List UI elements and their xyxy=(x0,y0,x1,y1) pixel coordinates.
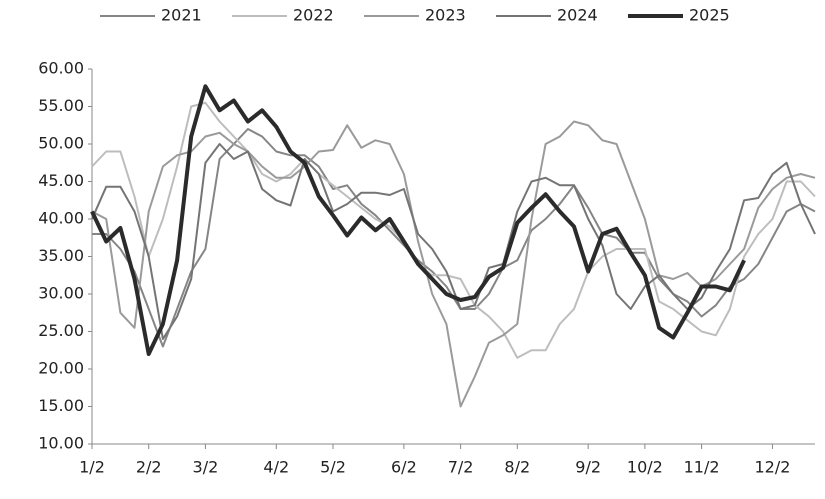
x-tick-label: 5/2 xyxy=(320,458,346,477)
x-tick-label: 12/2 xyxy=(755,458,791,477)
x-tick-label: 11/2 xyxy=(684,458,720,477)
series-line xyxy=(91,120,816,408)
y-tick-label: 55.00 xyxy=(38,96,84,115)
series-line xyxy=(90,84,746,356)
y-tick-label: 35.00 xyxy=(38,246,84,265)
x-tick-label: 4/2 xyxy=(263,458,289,477)
series-line xyxy=(91,101,816,359)
x-tick-label: 6/2 xyxy=(391,458,417,477)
x-tick-label: 3/2 xyxy=(193,458,219,477)
legend-label: 2025 xyxy=(689,6,730,25)
legend-label: 2021 xyxy=(161,6,202,25)
y-tick-label: 25.00 xyxy=(38,321,84,340)
series-line xyxy=(92,128,816,348)
x-tick-label: 2/2 xyxy=(136,458,162,477)
y-tick-label: 45.00 xyxy=(38,171,84,190)
x-tick-label: 7/2 xyxy=(448,458,474,477)
x-tick-label: 10/2 xyxy=(627,458,663,477)
y-tick-label: 30.00 xyxy=(38,284,84,303)
x-tick-label: 1/2 xyxy=(79,458,105,477)
legend-label: 2024 xyxy=(557,6,598,25)
y-tick-label: 60.00 xyxy=(38,59,84,78)
series-line xyxy=(91,143,816,340)
y-tick-label: 10.00 xyxy=(38,434,84,453)
y-tick-label: 40.00 xyxy=(38,209,84,228)
y-tick-label: 50.00 xyxy=(38,134,84,153)
y-tick-label: 15.00 xyxy=(38,396,84,415)
x-tick-label: 8/2 xyxy=(504,458,530,477)
x-tick-label: 9/2 xyxy=(575,458,601,477)
legend-label: 2022 xyxy=(293,6,334,25)
legend-label: 2023 xyxy=(425,6,466,25)
y-tick-label: 20.00 xyxy=(38,359,84,378)
